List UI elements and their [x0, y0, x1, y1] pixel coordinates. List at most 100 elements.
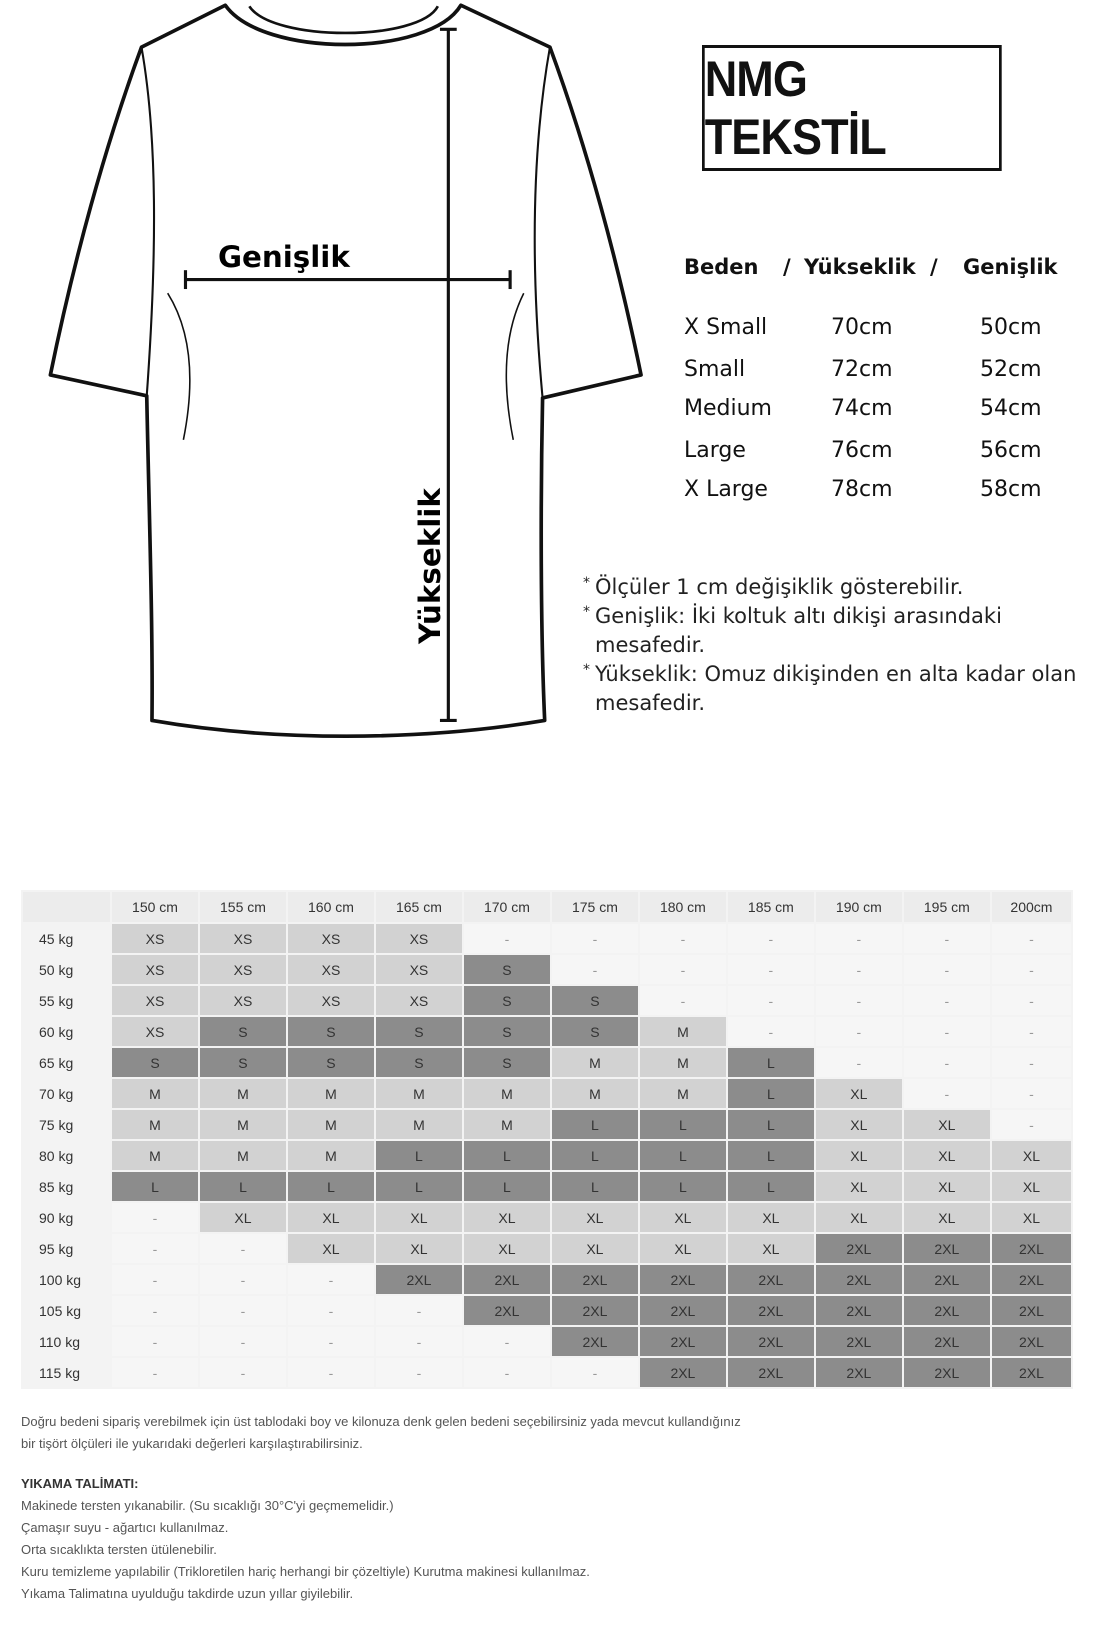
size-cell: 2XL [815, 1327, 902, 1356]
size-cell: 2XL [727, 1265, 814, 1294]
size-cell: - [199, 1234, 286, 1263]
size-cell: M [639, 1079, 726, 1108]
size-cell: XS [287, 924, 374, 953]
size-cell: 2XL [815, 1358, 902, 1387]
size-cell: M [463, 1110, 550, 1139]
grid-row: 90 kg - XL XL XL XL XL XL XL XL XL XL [23, 1203, 1071, 1232]
size-cell: XL [903, 1110, 990, 1139]
grid-row: 115 kg - - - - - -2XL 2XL 2XL 2XL 2XL [23, 1358, 1071, 1387]
size-cell: XL [199, 1203, 286, 1232]
size-cell: - [199, 1327, 286, 1356]
size-cell: S [551, 1017, 638, 1046]
size-cell: L [727, 1110, 814, 1139]
size-cell: M [287, 1141, 374, 1170]
size-cell: - [903, 986, 990, 1015]
size-cell: - [112, 1296, 198, 1325]
size-cell: L [463, 1172, 550, 1201]
size-cell: M [112, 1110, 198, 1139]
collar-line [248, 5, 440, 35]
size-cell: 2XL [991, 1234, 1071, 1263]
size-cell: 2XL [991, 1296, 1071, 1325]
size-cell: 2XL [903, 1234, 990, 1263]
size-cell: L [727, 1079, 814, 1108]
note: * Genişlik: İki koltuk altı dikişi arasın… [583, 604, 1002, 657]
size-cell: M [551, 1048, 638, 1077]
size-row-height: 70cm [831, 315, 893, 340]
size-cell: - [991, 1079, 1071, 1108]
size-cell: XL [287, 1203, 374, 1232]
size-cell: - [903, 1048, 990, 1077]
size-cell: L [199, 1172, 286, 1201]
size-cell: XL [727, 1234, 814, 1263]
size-cell: L [551, 1110, 638, 1139]
size-cell: - [991, 955, 1071, 984]
size-cell: - [727, 1017, 814, 1046]
wash-instructions: YIKAMA TALİMATI: Makinede tersten yıkana… [21, 1473, 590, 1605]
size-cell: - [375, 1327, 462, 1356]
size-row-height: 72cm [831, 357, 893, 382]
size-cell: - [375, 1358, 462, 1387]
grid-row: 55 kg XS XS XS XS S S - - - - - [23, 986, 1071, 1015]
header-height: Yükseklik [804, 255, 916, 279]
tshirt-diagram: Genişlik Yükseklik [48, 3, 643, 739]
size-cell: 2XL [727, 1296, 814, 1325]
size-cell: - [112, 1234, 198, 1263]
size-cell: - [815, 924, 902, 953]
size-cell: - [463, 1327, 550, 1356]
intro-line: Doğru bedeni sipariş verebilmek için üst… [21, 1414, 741, 1429]
size-cell: - [463, 1358, 550, 1387]
wash-line: Orta sıcaklıkta tersten ütülenebilir. [21, 1542, 217, 1557]
size-cell: - [112, 1327, 198, 1356]
size-row-width: 58cm [980, 477, 1042, 502]
size-cell: XS [199, 986, 286, 1015]
size-cell: XL [375, 1234, 462, 1263]
size-cell: 2XL [639, 1296, 726, 1325]
size-cell: 2XL [551, 1296, 638, 1325]
weight-label: 80 kg [23, 1141, 110, 1170]
grid-row: 110 kg - - - - -2XL 2XL 2XL 2XL 2XL 2XL [23, 1327, 1071, 1356]
size-cell: - [287, 1265, 374, 1294]
size-cell: M [639, 1048, 726, 1077]
height-column-header: 150 cm [112, 892, 198, 922]
size-cell: XS [199, 924, 286, 953]
height-column-header: 195 cm [903, 892, 990, 922]
size-cell: 2XL [903, 1296, 990, 1325]
size-cell: L [551, 1141, 638, 1170]
size-cell: 2XL [903, 1358, 990, 1387]
height-column-header: 200cm [991, 892, 1071, 922]
size-cell: XL [991, 1141, 1071, 1170]
size-cell: S [463, 1048, 550, 1077]
size-cell: XL [991, 1172, 1071, 1201]
size-cell: 2XL [815, 1265, 902, 1294]
size-cell: L [551, 1172, 638, 1201]
size-cell: L [287, 1172, 374, 1201]
size-cell: XL [991, 1203, 1071, 1232]
size-cell: - [639, 924, 726, 953]
size-cell: XL [639, 1203, 726, 1232]
size-cell: XL [287, 1234, 374, 1263]
size-cell: XL [463, 1234, 550, 1263]
size-row-width: 52cm [980, 357, 1042, 382]
size-cell: XL [903, 1141, 990, 1170]
size-cell: S [287, 1048, 374, 1077]
size-cell: - [112, 1265, 198, 1294]
size-cell: S [287, 1017, 374, 1046]
size-cell: 2XL [815, 1296, 902, 1325]
size-cell: S [375, 1017, 462, 1046]
size-cell: M [112, 1079, 198, 1108]
size-cell: XL [815, 1110, 902, 1139]
size-cell: L [727, 1172, 814, 1201]
height-column-header: 180 cm [639, 892, 726, 922]
size-cell: - [903, 924, 990, 953]
height-column-header: 170 cm [463, 892, 550, 922]
weight-label: 45 kg [23, 924, 110, 953]
size-cell: XL [551, 1203, 638, 1232]
size-cell: - [903, 1017, 990, 1046]
size-cell: - [199, 1358, 286, 1387]
size-cell: XS [287, 955, 374, 984]
note: * Ölçüler 1 cm değişiklik gösterebilir. [583, 575, 964, 599]
size-row-height: 76cm [831, 438, 893, 463]
size-cell: - [375, 1296, 462, 1325]
size-cell: XS [375, 986, 462, 1015]
size-cell: 2XL [463, 1296, 550, 1325]
